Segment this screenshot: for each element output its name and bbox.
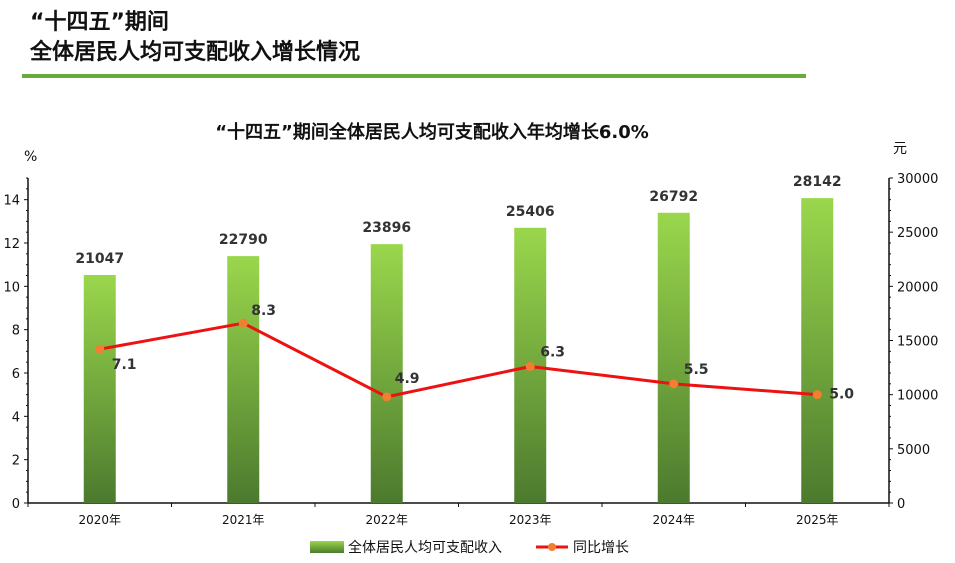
growth-point-label: 7.1 xyxy=(112,357,137,373)
right-axis-unit: 元 xyxy=(893,141,907,157)
left-axis-tick-label: 6 xyxy=(12,367,20,382)
income-bar-label: 21047 xyxy=(75,251,124,267)
title-divider xyxy=(22,74,806,78)
income-bar xyxy=(801,198,834,503)
growth-point-label: 5.0 xyxy=(829,387,854,403)
growth-point-label: 5.5 xyxy=(684,362,709,378)
x-axis-tick-label: 2025年 xyxy=(796,513,839,527)
income-bar xyxy=(227,256,260,503)
growth-point-label: 6.3 xyxy=(540,345,565,361)
x-axis-tick-label: 2021年 xyxy=(222,513,265,527)
income-bar xyxy=(370,244,403,504)
x-axis-tick-label: 2020年 xyxy=(78,513,121,527)
x-axis-tick-label: 2024年 xyxy=(652,513,695,527)
left-axis-tick-label: 10 xyxy=(3,280,20,295)
growth-point xyxy=(95,344,105,354)
x-axis-tick-label: 2022年 xyxy=(365,513,408,527)
growth-line-path xyxy=(99,321,818,399)
income-bar-label: 22790 xyxy=(219,232,268,248)
left-axis-tick-label: 4 xyxy=(12,410,20,425)
growth-point xyxy=(238,318,248,328)
income-bar-label: 25406 xyxy=(506,204,555,220)
right-axis-tick-label: 20000 xyxy=(897,280,938,295)
bars xyxy=(83,198,834,504)
page-title-line-1: “十四五”期间 xyxy=(30,10,169,35)
x-axis-ticks: 2020年 2021年 2022年 2023年 2024年 2025年 xyxy=(78,513,838,527)
axes: 0 2 4 6 8 10 12 14 0 5000 10000 15000 20000 25000 3000… xyxy=(3,172,938,512)
growth-point-label: 8.3 xyxy=(251,303,276,319)
left-axis-unit: % xyxy=(24,149,37,165)
left-axis-tick-label: 0 xyxy=(12,497,20,512)
right-axis-tick-label: 0 xyxy=(897,497,905,512)
page-title-line-2: 全体居民人均可支配收入增长情况 xyxy=(30,40,361,65)
growth-point-label: 4.9 xyxy=(395,371,420,387)
income-bar-label: 23896 xyxy=(362,220,411,236)
right-axis-tick-label: 30000 xyxy=(897,172,938,187)
x-axis-tick-label: 2023年 xyxy=(509,513,552,527)
legend: 全体居民人均可支配收入 同比增长 xyxy=(310,539,629,556)
growth-point xyxy=(812,390,822,400)
legend-bar-swatch xyxy=(310,541,344,553)
page-title: “十四五”期间 全体居民人均可支配收入增长情况 xyxy=(30,8,360,68)
left-axis-tick-label: 12 xyxy=(3,237,20,252)
growth-line: 7.1 8.3 4.9 6.3 5.5 5.0 xyxy=(95,303,854,403)
income-bar xyxy=(657,212,690,503)
income-bar-label: 26792 xyxy=(649,189,698,205)
chart-title: “十四五”期间全体居民人均可支配收入年均增长6.0% xyxy=(215,121,649,143)
legend-line-label: 同比增长 xyxy=(573,540,629,556)
growth-point xyxy=(382,392,392,402)
legend-bar-label: 全体居民人均可支配收入 xyxy=(348,539,502,556)
income-bar-label: 28142 xyxy=(793,174,842,190)
income-bar xyxy=(83,274,116,503)
legend-line-marker xyxy=(548,543,556,551)
growth-point xyxy=(669,379,679,389)
right-axis-tick-label: 25000 xyxy=(897,226,938,241)
left-axis-tick-label: 2 xyxy=(12,454,20,469)
left-axis-tick-label: 14 xyxy=(3,194,20,209)
right-axis-tick-label: 5000 xyxy=(897,443,930,458)
right-axis-tick-label: 15000 xyxy=(897,335,938,350)
growth-point xyxy=(525,362,535,371)
left-axis-tick-label: 8 xyxy=(12,324,20,339)
right-axis-tick-label: 10000 xyxy=(897,389,938,404)
bar-labels: 21047 22790 23896 25406 26792 28142 xyxy=(75,174,841,267)
